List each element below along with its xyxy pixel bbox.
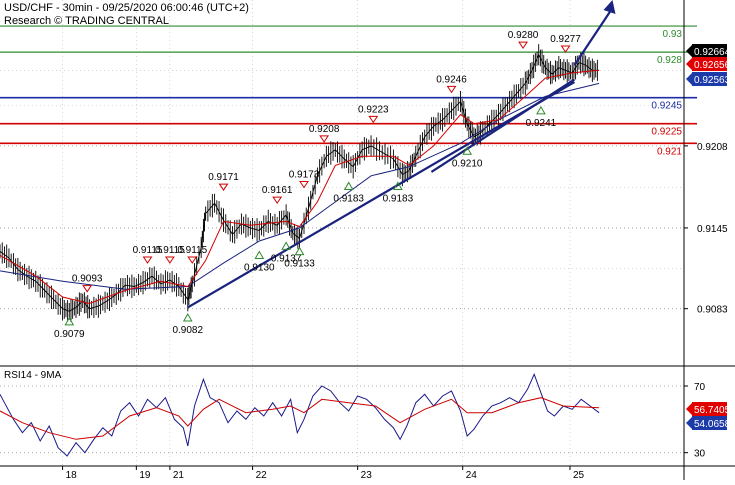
swing-high-marker bbox=[164, 256, 175, 264]
rsi-badge-blue-text: 54.0658 bbox=[694, 419, 731, 430]
swing-high-marker bbox=[272, 196, 283, 204]
x-tick-label: 22 bbox=[256, 470, 268, 480]
y-tick-label: 0.9208 bbox=[697, 142, 728, 153]
annotation-layer: 0.90930.91150.91150.91150.91710.91610.91… bbox=[54, 30, 581, 340]
ma-fast-line bbox=[0, 69, 600, 305]
swing-low-marker bbox=[281, 241, 291, 250]
rsi-y-tick-label: 30 bbox=[694, 449, 706, 460]
level-label: 0.921 bbox=[657, 146, 682, 157]
level-label: 0.928 bbox=[657, 55, 682, 66]
swing-high-label: 0.9277 bbox=[550, 34, 581, 45]
swing-high-marker bbox=[142, 256, 153, 264]
swing-low-marker bbox=[393, 181, 403, 190]
swing-low-label: 0.9183 bbox=[333, 193, 364, 204]
horizontal-levels: 0.93 0.928 0.9245 0.9225 0.921 bbox=[0, 25, 697, 157]
y-tick-label: 0.9145 bbox=[697, 224, 728, 235]
x-tick-label: 19 bbox=[139, 470, 151, 480]
price-badge-blue-pointer bbox=[686, 73, 692, 85]
chart-subtitle: Research © TRADING CENTRAL bbox=[4, 15, 169, 27]
swing-low-marker bbox=[462, 146, 473, 155]
swing-high-label: 0.9115 bbox=[133, 245, 163, 256]
price-badge-black-box bbox=[692, 44, 727, 58]
rsi-ma-line bbox=[0, 397, 600, 440]
swing-high-marker bbox=[319, 135, 330, 143]
chart-title: USD/CHF - 30min - 09/25/2020 06:00:46 (U… bbox=[4, 2, 249, 14]
series-layer bbox=[0, 0, 616, 457]
price-badge-blue-box bbox=[692, 72, 727, 86]
rsi-badge-blue-pointer bbox=[686, 417, 692, 429]
level-label: 0.9225 bbox=[651, 127, 682, 138]
swing-high-label: 0.9246 bbox=[436, 74, 467, 85]
swing-low-label: 0.9079 bbox=[54, 329, 85, 340]
price-badge-red-pointer bbox=[686, 58, 692, 70]
projection-arrow-line bbox=[573, 7, 614, 66]
swing-high-label: 0.9161 bbox=[262, 185, 293, 196]
rsi-badge-red-box bbox=[692, 402, 727, 416]
x-tick-label: 18 bbox=[66, 470, 78, 480]
rsi-y-tick-label: 70 bbox=[694, 382, 706, 393]
price-line bbox=[0, 53, 600, 312]
swing-high-marker bbox=[518, 41, 528, 50]
ma-slow-line bbox=[0, 82, 600, 290]
swing-low-label: 0.9183 bbox=[383, 193, 414, 204]
x-tick-label: 24 bbox=[466, 470, 478, 480]
swing-low-label: 0.9241 bbox=[526, 118, 557, 129]
y-tick-label: 0.9083 bbox=[697, 305, 728, 316]
trendline bbox=[187, 81, 576, 309]
projection-arrow-head bbox=[603, 0, 616, 14]
swing-high-marker bbox=[82, 285, 93, 293]
swing-high-marker bbox=[368, 115, 379, 124]
x-tick-label: 21 bbox=[173, 470, 185, 480]
swing-low-marker bbox=[294, 246, 305, 256]
swing-high-label: 0.9115 bbox=[155, 245, 185, 256]
swing-low-marker bbox=[343, 181, 354, 190]
rsi-badge-red-pointer bbox=[686, 403, 692, 415]
swing-high-label: 0.9173 bbox=[289, 169, 320, 180]
price-badge-blue-text: 0.92563 bbox=[694, 75, 731, 86]
badge-layer: 0.92664 0.92656 0.92563 56.7405 54.0658 bbox=[686, 44, 731, 430]
level-label: 0.93 bbox=[663, 29, 683, 40]
swing-low-label: 0.9133 bbox=[284, 259, 315, 270]
swing-high-marker bbox=[187, 256, 198, 264]
swing-low-label: 0.9137 bbox=[271, 253, 302, 264]
swing-low-label: 0.9210 bbox=[452, 158, 483, 169]
swing-high-label: 0.9093 bbox=[72, 274, 103, 285]
rsi-badge-blue-box bbox=[692, 416, 727, 430]
swing-low-marker bbox=[254, 250, 265, 259]
rsi-title: RSI14 - 9MA bbox=[4, 370, 62, 381]
x-tick-label: 23 bbox=[361, 470, 373, 480]
swing-high-label: 0.9115 bbox=[177, 245, 207, 256]
swing-high-marker bbox=[299, 180, 309, 189]
swing-low-label: 0.9130 bbox=[244, 262, 275, 273]
price-badge-red-text: 0.92656 bbox=[694, 60, 731, 71]
swing-low-label: 0.9082 bbox=[172, 325, 203, 336]
swing-low-marker bbox=[182, 312, 193, 322]
swing-high-label: 0.9208 bbox=[309, 124, 340, 135]
swing-high-label: 0.9223 bbox=[358, 104, 389, 115]
rsi-badge-red-text: 56.7405 bbox=[694, 405, 731, 416]
price-badge-black-text: 0.92664 bbox=[694, 47, 731, 58]
swing-high-marker bbox=[560, 45, 571, 53]
level-label: 0.9245 bbox=[651, 101, 682, 112]
price-badge-black-pointer bbox=[686, 45, 692, 57]
x-tick-label: 25 bbox=[573, 470, 585, 480]
price-badge-red-box bbox=[692, 57, 727, 71]
swing-high-label: 0.9280 bbox=[508, 30, 539, 41]
swing-low-marker bbox=[536, 105, 546, 115]
trendline bbox=[430, 78, 576, 173]
swing-low-marker bbox=[64, 316, 75, 326]
rsi-line bbox=[0, 372, 600, 457]
swing-high-marker bbox=[218, 183, 229, 191]
swing-high-marker bbox=[446, 85, 457, 94]
swing-high-label: 0.9171 bbox=[208, 172, 239, 183]
